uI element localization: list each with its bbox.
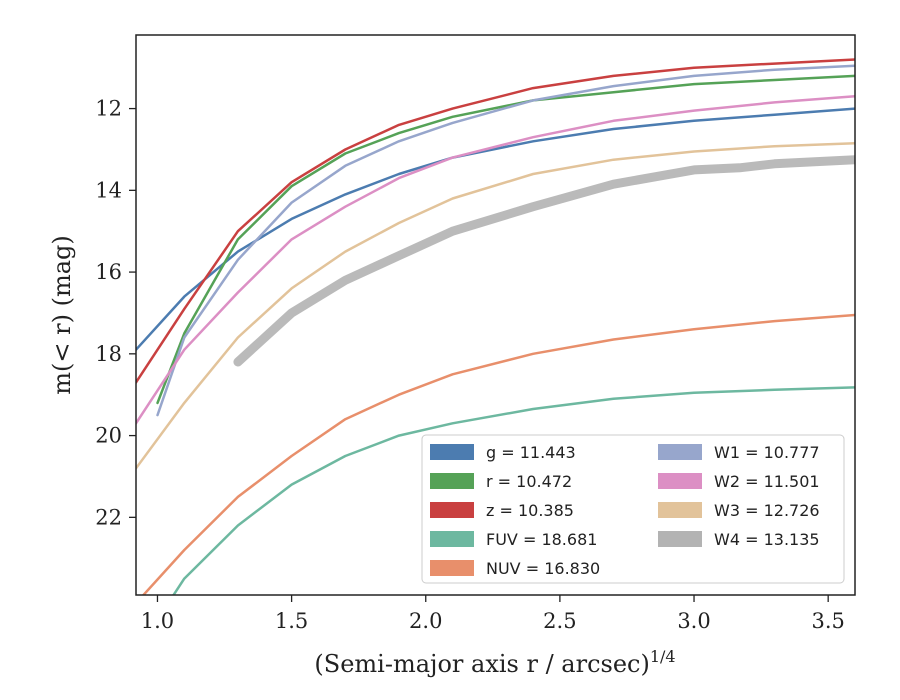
y-tick-label: 20 [95, 424, 122, 448]
legend-label-w2: W2 = 11.501 [714, 472, 820, 491]
series-line-g [136, 107, 855, 351]
legend-label-w1: W1 = 10.777 [714, 443, 820, 462]
ticks-layer: 1.0 1.5 2.0 2.5 3.0 3.5 12 14 16 18 20 22 [95, 97, 845, 633]
y-tick-label: 16 [95, 260, 122, 284]
series-line-nuv [141, 313, 855, 595]
legend-label-w3: W3 = 12.726 [714, 501, 820, 520]
x-axis-label-exponent: 1/4 [650, 647, 676, 666]
y-tick-label: 22 [95, 505, 122, 529]
series-line-w4 [233, 155, 855, 367]
legend: g = 11.443 r = 10.472 z = 10.385 FUV = 18.6… [421, 434, 845, 584]
x-tick-label: 3.0 [677, 609, 710, 633]
x-axis-label-text: (Semi-major axis r / arcsec) [314, 650, 649, 678]
y-tick-label: 14 [95, 178, 122, 202]
legend-swatch-w1 [658, 444, 702, 460]
x-axis-label: (Semi-major axis r / arcsec)1/4 [314, 647, 675, 678]
x-tick-label: 2.5 [543, 609, 576, 633]
series-line-r [156, 74, 855, 405]
legend-label-g: g = 11.443 [486, 443, 576, 462]
series-line-z [136, 58, 855, 384]
x-tick-label: 3.5 [811, 609, 844, 633]
legend-swatch-w3 [658, 502, 702, 518]
series-line-w2 [136, 95, 855, 425]
y-axis-label: m(< r) (mag) [48, 235, 76, 394]
legend-label-w4: W4 = 13.135 [714, 530, 820, 549]
series-line-fuv [172, 386, 855, 595]
x-tick-label: 1.5 [275, 609, 308, 633]
legend-swatch-w2 [658, 473, 702, 489]
plot-frame [135, 34, 856, 596]
legend-label-nuv: NUV = 16.830 [486, 559, 600, 578]
series-line-w3 [136, 142, 855, 470]
legend-swatch-r [430, 473, 474, 489]
x-tick-label: 1.0 [141, 609, 174, 633]
legend-swatch-w4 [658, 531, 702, 547]
y-tick-label: 18 [95, 342, 122, 366]
series-line-w1 [156, 64, 855, 417]
series-layer [136, 58, 855, 595]
legend-swatch-z [430, 502, 474, 518]
y-tick-label: 12 [95, 97, 122, 121]
legend-label-z: z = 10.385 [486, 501, 574, 520]
legend-swatch-nuv [430, 560, 474, 576]
legend-label-fuv: FUV = 18.681 [486, 530, 597, 549]
legend-box [421, 434, 845, 584]
legend-label-r: r = 10.472 [486, 472, 572, 491]
legend-swatch-fuv [430, 531, 474, 547]
x-tick-label: 2.0 [409, 609, 442, 633]
legend-swatch-g [430, 444, 474, 460]
